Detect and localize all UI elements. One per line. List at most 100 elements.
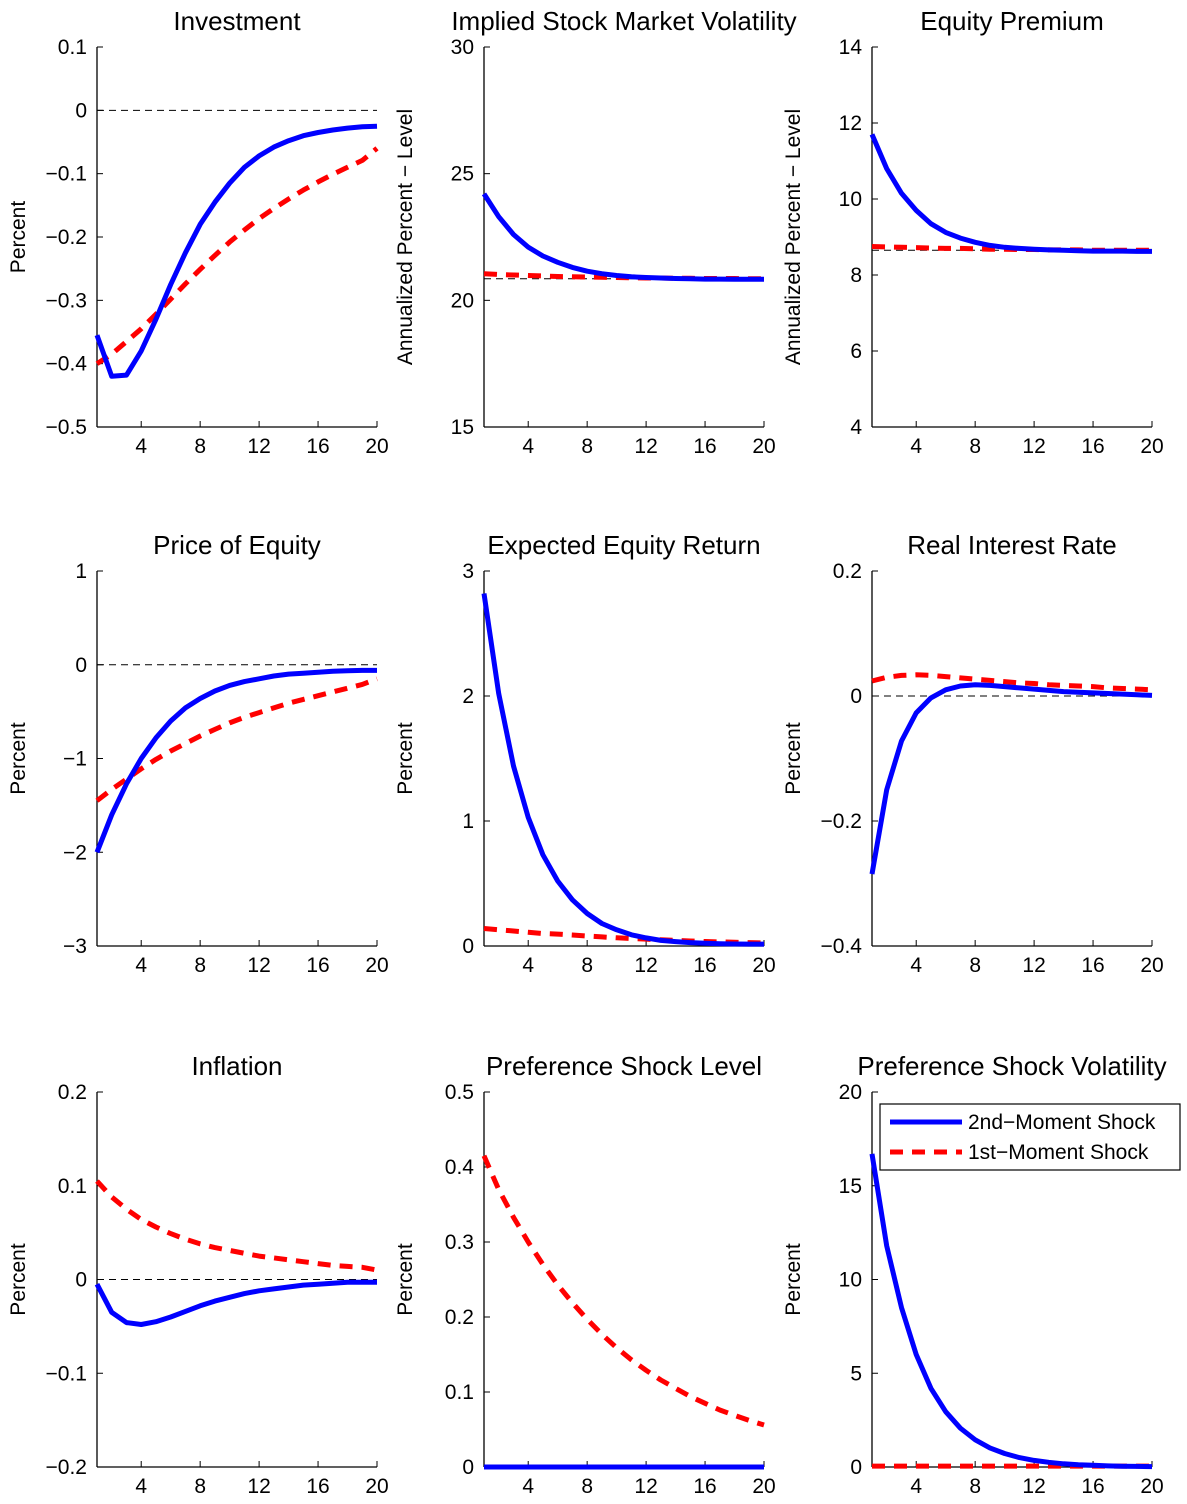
y-tick-label: 0.5 [445,1081,474,1104]
panel-6: Real Interest Rate Percent −0.4 −0.2 0 0.2 4 8 1… [782,530,1164,977]
x-tick-label: 20 [1140,954,1163,977]
series-line-first-moment [95,1179,378,1273]
y-tick-label: 0.4 [445,1156,475,1179]
panel-4: Price of Equity Percent −3 −2 −1 0 1 4 8 12 16 20 [7,530,389,977]
y-tick-label: 30 [451,36,474,59]
panel-title: Real Interest Rate [907,530,1117,560]
y-tick-label: −2 [63,841,87,864]
x-tick-label: 12 [247,435,270,458]
x-tick-label: 4 [135,435,147,458]
y-axis-label: Percent [782,722,805,795]
panel-9: Preference Shock Volatility Percent 0 5 10 15… [782,1051,1167,1498]
panel-title: Inflation [191,1051,282,1081]
x-tick-label: 16 [1081,954,1104,977]
y-tick-label: −0.5 [46,416,87,439]
y-tick-label: 0 [850,685,862,708]
y-tick-label: 0 [462,1456,474,1479]
y-tick-label: 2 [462,685,474,708]
series-line-first-moment [483,926,765,946]
series-line-first-moment [95,676,378,803]
x-tick-label: 8 [581,1475,593,1498]
panel-8: Preference Shock Level Percent 0 0.1 0.2 0.3 0… [394,1051,776,1498]
y-tick-label: 0.2 [833,560,862,583]
x-tick-label: 16 [693,954,716,977]
y-tick-label: 0.1 [445,1381,474,1404]
y-axis-label: Percent [7,1243,30,1316]
legend: 2nd−Moment Shock 1st−Moment Shock [879,1103,1181,1171]
x-tick-label: 12 [247,954,270,977]
x-tick-label: 12 [1022,1475,1045,1498]
y-axis-label: Percent [7,201,30,274]
x-tick-label: 16 [693,435,716,458]
x-tick-label: 8 [969,1475,981,1498]
y-tick-label: −0.2 [46,226,87,249]
panel-title: Price of Equity [153,530,321,560]
y-axis-label: Percent [7,722,30,795]
y-tick-label: −3 [63,935,87,958]
y-tick-label: −0.1 [46,1362,87,1385]
y-tick-label: 10 [839,188,862,211]
y-tick-label: 25 [451,163,474,186]
y-tick-label: 0.3 [445,1231,474,1254]
series-line-second-moment [481,593,764,947]
panel-title: Equity Premium [920,6,1104,36]
x-tick-label: 8 [581,954,593,977]
panel-title: Expected Equity Return [487,530,760,560]
x-tick-label: 20 [752,1475,775,1498]
y-tick-label: −0.4 [46,353,88,376]
x-tick-label: 20 [1140,435,1163,458]
x-tick-label: 20 [1140,1475,1163,1498]
x-tick-label: 16 [306,954,329,977]
y-tick-label: 1 [75,560,87,583]
y-tick-label: 0 [850,1456,862,1479]
y-tick-label: −0.4 [821,935,863,958]
series-line-first-moment [481,1154,765,1428]
x-tick-label: 20 [365,435,388,458]
y-tick-label: 0.1 [58,36,87,59]
y-axis-label: Annualized Percent − Level [782,109,805,365]
y-tick-label: 0.2 [58,1081,87,1104]
x-tick-label: 4 [522,1475,534,1498]
legend-box [879,1103,1181,1171]
legend-label-first-moment: 1st−Moment Shock [968,1141,1149,1164]
panel-1: Investment Percent −0.5 −0.4 −0.3 −0.2 −0.1 0 0.… [7,6,389,458]
x-tick-label: 12 [634,1475,657,1498]
y-tick-label: 20 [451,289,474,312]
series-line-second-moment [481,192,764,282]
series-line-second-moment [869,1153,1153,1470]
x-tick-label: 4 [522,435,534,458]
x-tick-label: 12 [1022,435,1045,458]
y-tick-label: 8 [850,264,862,287]
y-tick-label: 0 [75,99,87,122]
x-tick-label: 4 [522,954,534,977]
series-line-second-moment [869,682,1153,875]
panel-3: Equity Premium Annualized Percent − Level… [782,6,1164,458]
panel-title: Implied Stock Market Volatility [451,6,796,36]
x-tick-label: 12 [247,1475,270,1498]
x-tick-label: 20 [752,954,775,977]
y-tick-label: 15 [451,416,474,439]
x-tick-label: 4 [910,1475,922,1498]
series-line-first-moment [95,146,379,366]
y-tick-label: 15 [839,1175,862,1198]
y-tick-label: −0.1 [46,163,87,186]
series-line-second-moment [869,133,1152,254]
series-line-second-moment [94,667,377,854]
legend-label-second-moment: 2nd−Moment Shock [968,1111,1156,1134]
x-tick-label: 12 [1022,954,1045,977]
y-tick-label: 4 [850,416,862,439]
series-line-second-moment [94,1279,377,1327]
y-tick-label: −1 [63,748,87,771]
y-tick-label: 0 [75,1269,87,1292]
panel-title: Preference Shock Level [486,1051,762,1081]
x-tick-label: 16 [306,435,329,458]
x-tick-label: 8 [581,435,593,458]
x-tick-label: 20 [752,435,775,458]
x-tick-label: 4 [135,954,147,977]
x-tick-label: 8 [194,435,206,458]
y-tick-label: 0.2 [445,1306,474,1329]
y-tick-label: 0 [462,935,474,958]
x-tick-label: 16 [1081,1475,1104,1498]
